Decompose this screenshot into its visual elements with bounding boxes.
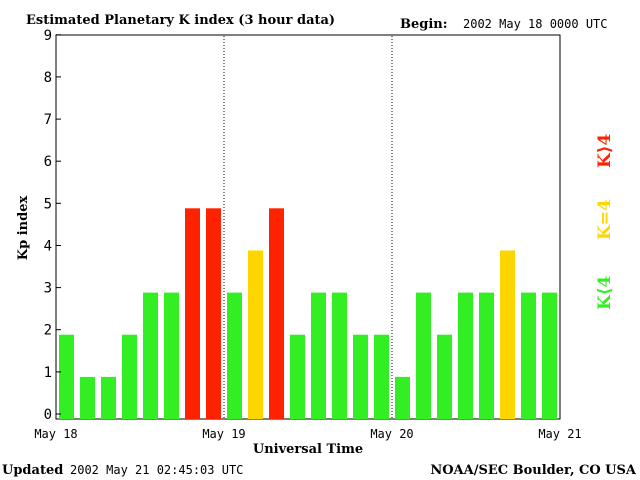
- kp-bar: [395, 376, 410, 419]
- y-tick-label: 5: [44, 196, 52, 212]
- kp-bar: [311, 292, 326, 419]
- day-label-4: May 21: [538, 427, 581, 441]
- bars-group: [59, 208, 557, 419]
- y-tick-label: 3: [44, 281, 52, 297]
- y-tick-label: 9: [44, 28, 52, 44]
- begin-label: Begin:: [400, 17, 448, 32]
- kp-bar: [332, 292, 347, 419]
- x-axis-label: Universal Time: [253, 442, 363, 457]
- kp-bar: [437, 334, 452, 419]
- kp-bar: [227, 292, 242, 419]
- updated-label: Updated: [2, 463, 63, 478]
- updated-value: 2002 May 21 02:45:03 UTC: [70, 463, 243, 477]
- legend-equal-4: K=4: [595, 199, 615, 240]
- day-label-1: May 18: [34, 427, 77, 441]
- kp-bar: [290, 334, 305, 419]
- y-tick-label: 1: [44, 365, 52, 381]
- kp-bar: [206, 208, 221, 419]
- kp-bar: [80, 376, 95, 419]
- kp-bar: [458, 292, 473, 419]
- credit-text: NOAA/SEC Boulder, CO USA: [430, 463, 637, 478]
- kp-bar: [164, 292, 179, 419]
- kp-bar: [521, 292, 536, 419]
- kp-bar: [269, 208, 284, 419]
- y-tick-label: 7: [44, 112, 52, 128]
- y-tick-label: 8: [44, 70, 52, 86]
- y-tick-label: 4: [44, 239, 52, 255]
- kp-bar: [500, 250, 515, 419]
- y-tick-label: 2: [44, 323, 52, 339]
- y-axis-ticks: 0 1 2 3 4 5 6 7 8 9: [44, 28, 61, 423]
- legend-above-4: K⟩4: [595, 133, 615, 168]
- day-label-2: May 19: [202, 427, 245, 441]
- kp-bar: [248, 250, 263, 419]
- plot-frame: [55, 34, 561, 420]
- y-tick-label: 6: [44, 154, 52, 170]
- kp-bar: [101, 376, 116, 419]
- kp-bar: [59, 334, 74, 419]
- y-tick-label: 0: [44, 407, 52, 423]
- kp-bar: [143, 292, 158, 419]
- begin-value: 2002 May 18 0000 UTC: [463, 17, 608, 31]
- kp-bar: [416, 292, 431, 419]
- legend-below-4: K⟨4: [595, 275, 615, 310]
- kp-bar: [479, 292, 494, 419]
- kp-bar: [542, 292, 557, 419]
- y-axis-label: Kp index: [16, 196, 31, 261]
- day-label-3: May 20: [370, 427, 413, 441]
- kp-bar: [374, 334, 389, 419]
- kp-bar: [353, 334, 368, 419]
- kp-bar: [122, 334, 137, 419]
- kp-bar: [185, 208, 200, 419]
- chart-title: Estimated Planetary K index (3 hour data…: [26, 13, 335, 28]
